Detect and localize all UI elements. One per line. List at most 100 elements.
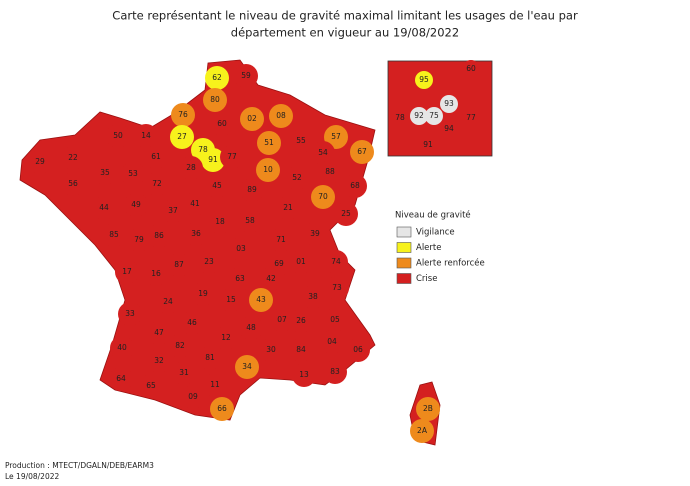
department-code: 66 bbox=[217, 404, 227, 413]
department-code: 28 bbox=[186, 163, 196, 172]
department-code: 91 bbox=[423, 140, 433, 149]
department-code: 44 bbox=[99, 203, 109, 212]
department-area bbox=[323, 360, 347, 384]
department-area bbox=[324, 125, 348, 149]
department-code: 85 bbox=[109, 230, 119, 239]
department-area bbox=[92, 196, 116, 220]
department-code: 21 bbox=[283, 203, 293, 212]
footer: Le 19/08/2022 bbox=[5, 472, 60, 481]
department-area bbox=[324, 250, 348, 274]
department-code: 19 bbox=[198, 289, 208, 298]
department-area bbox=[325, 276, 349, 300]
department-area bbox=[184, 222, 208, 246]
department-area bbox=[410, 107, 428, 125]
department-code: 24 bbox=[163, 297, 173, 306]
legend-label: Vigilance bbox=[416, 228, 455, 238]
department-code: 57 bbox=[331, 132, 341, 141]
department-area bbox=[320, 330, 344, 354]
department-area bbox=[61, 172, 85, 196]
legend-swatch bbox=[396, 273, 412, 284]
department-code: 02 bbox=[247, 114, 257, 123]
department-area bbox=[106, 124, 130, 148]
department-area bbox=[346, 338, 370, 362]
legend-title: Niveau de gravité bbox=[395, 210, 471, 221]
department-area bbox=[61, 146, 85, 170]
department-area bbox=[180, 311, 204, 335]
department-area bbox=[147, 349, 171, 373]
department-code: 86 bbox=[154, 231, 164, 240]
department-code: 09 bbox=[188, 392, 198, 401]
department-code: 26 bbox=[296, 316, 306, 325]
department-area bbox=[292, 363, 316, 387]
department-code: 53 bbox=[128, 169, 138, 178]
department-area bbox=[240, 107, 264, 131]
department-area bbox=[425, 107, 443, 125]
department-code: 39 bbox=[310, 229, 320, 238]
department-area bbox=[145, 172, 169, 196]
department-code: 60 bbox=[466, 64, 476, 73]
department-area bbox=[171, 103, 195, 127]
department-code: 31 bbox=[179, 368, 189, 377]
department-area bbox=[256, 158, 280, 182]
department-code: 33 bbox=[125, 309, 135, 318]
department-code: 74 bbox=[331, 257, 341, 266]
department-area bbox=[115, 260, 139, 284]
department-area bbox=[121, 162, 145, 186]
department-code: 37 bbox=[168, 206, 178, 215]
department-area bbox=[139, 374, 163, 398]
department-area bbox=[28, 150, 52, 174]
department-code: 93 bbox=[444, 99, 454, 108]
department-area bbox=[214, 326, 238, 350]
department-code: 68 bbox=[350, 181, 360, 190]
department-area bbox=[220, 145, 244, 169]
department-code: 54 bbox=[318, 148, 328, 157]
department-code: 60 bbox=[217, 119, 227, 128]
department-code: 89 bbox=[247, 185, 257, 194]
department-area bbox=[462, 60, 480, 78]
department-code: 10 bbox=[263, 165, 273, 174]
department-area bbox=[462, 109, 480, 127]
department-code: 46 bbox=[187, 318, 197, 327]
department-code: 78 bbox=[395, 113, 405, 122]
department-area bbox=[127, 228, 151, 252]
department-area bbox=[239, 316, 263, 340]
title-line: Carte représentant le niveau de gravité … bbox=[112, 9, 578, 23]
department-code: 94 bbox=[444, 124, 454, 133]
department-code: 52 bbox=[292, 173, 302, 182]
department-code: 16 bbox=[151, 269, 161, 278]
department-code: 92 bbox=[414, 111, 424, 120]
department-area bbox=[219, 288, 243, 312]
department-code: 04 bbox=[327, 337, 337, 346]
department-code: 42 bbox=[266, 274, 276, 283]
department-area bbox=[167, 253, 191, 277]
department-code: 76 bbox=[178, 110, 188, 119]
department-area bbox=[415, 71, 433, 89]
department-code: 2B bbox=[423, 404, 433, 413]
department-area bbox=[198, 346, 222, 370]
department-code: 95 bbox=[419, 75, 429, 84]
department-code: 51 bbox=[264, 138, 274, 147]
department-area bbox=[110, 336, 134, 360]
department-code: 17 bbox=[122, 267, 132, 276]
department-code: 67 bbox=[357, 147, 367, 156]
department-area bbox=[259, 267, 283, 291]
department-code: 75 bbox=[429, 111, 439, 120]
legend-swatch bbox=[396, 242, 412, 253]
department-code: 50 bbox=[113, 131, 123, 140]
department-area bbox=[205, 174, 229, 198]
department-code: 45 bbox=[212, 181, 222, 190]
department-area bbox=[240, 178, 264, 202]
department-code: 61 bbox=[151, 152, 161, 161]
department-code: 29 bbox=[35, 157, 45, 166]
department-code: 30 bbox=[266, 345, 276, 354]
department-code: 34 bbox=[242, 362, 252, 371]
department-area bbox=[197, 250, 221, 274]
department-code: 83 bbox=[330, 367, 340, 376]
department-area bbox=[334, 202, 358, 226]
department-code: 84 bbox=[296, 345, 306, 354]
legend-swatch bbox=[396, 257, 412, 269]
department-area bbox=[147, 224, 171, 248]
department-code: 73 bbox=[332, 283, 342, 292]
department-code: 70 bbox=[318, 192, 328, 201]
